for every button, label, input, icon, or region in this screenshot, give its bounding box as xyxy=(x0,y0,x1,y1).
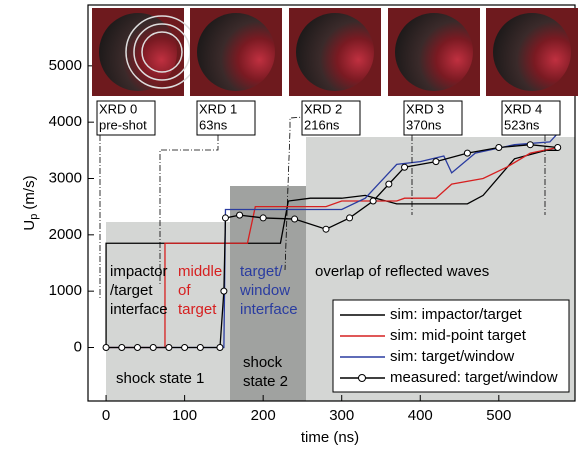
annotation: shock xyxy=(243,354,283,371)
x-tick-label: 100 xyxy=(172,407,197,424)
y-tick-label: 4000 xyxy=(49,113,82,130)
xrd-pattern xyxy=(493,13,571,91)
xrd-label-box xyxy=(403,100,463,136)
annotation: state 2 xyxy=(243,373,288,390)
xrd-time: 523ns xyxy=(504,117,540,132)
data-point xyxy=(259,214,267,222)
data-point xyxy=(369,197,377,205)
xrd-label: XRD 3 xyxy=(406,101,444,116)
y-label-main: U xyxy=(21,220,38,231)
x-tick-label: 300 xyxy=(329,407,354,424)
y-axis-title: Up (m/s) xyxy=(21,175,40,230)
data-point xyxy=(495,144,503,152)
y-tick-label: 0 xyxy=(74,338,82,355)
series-line xyxy=(106,146,558,349)
data-point xyxy=(322,225,330,233)
x-tick-label: 500 xyxy=(486,407,511,424)
y-tick-label: 5000 xyxy=(49,57,82,74)
data-point xyxy=(401,163,409,171)
x-tick-label: 0 xyxy=(102,407,110,424)
data-point xyxy=(291,215,299,223)
legend-label: sim: impactor/target xyxy=(390,306,523,323)
legend-label: sim: mid-point target xyxy=(390,327,527,344)
xrd-label: XRD 2 xyxy=(304,101,342,116)
data-point xyxy=(236,211,244,219)
legend-label: sim: target/window xyxy=(390,348,514,365)
data-point xyxy=(196,343,204,351)
data-point xyxy=(346,214,354,222)
annotation: middle xyxy=(178,263,222,280)
x-tick-label: 400 xyxy=(408,407,433,424)
annotation: shock state 1 xyxy=(116,370,204,387)
xrd-label-box xyxy=(96,100,156,136)
data-point xyxy=(432,158,440,166)
xrd-label-box xyxy=(501,100,561,136)
xrd-time: 216ns xyxy=(304,117,340,132)
y-tick-label: 1000 xyxy=(49,282,82,299)
legend-label: measured: target/window xyxy=(390,369,558,386)
y-label-unit: (m/s) xyxy=(21,175,38,209)
xrd-ring xyxy=(141,31,183,73)
y-tick-label: 3000 xyxy=(49,169,82,186)
y-label-sub: p xyxy=(28,214,40,220)
xrd-label-box xyxy=(301,100,361,136)
xrd-time: 63ns xyxy=(199,117,228,132)
xrd-pattern xyxy=(296,13,374,91)
data-point xyxy=(463,149,471,157)
data-point xyxy=(216,343,224,351)
annotation: target xyxy=(178,301,217,318)
data-point xyxy=(118,343,126,351)
data-point xyxy=(165,343,173,351)
data-point xyxy=(133,343,141,351)
series-line xyxy=(105,149,558,348)
data-point xyxy=(102,343,110,351)
data-point xyxy=(181,343,189,351)
legend-marker xyxy=(358,374,366,382)
annotation: /target xyxy=(110,282,153,299)
annotation: interface xyxy=(110,301,168,318)
xrd-label-box xyxy=(196,100,256,136)
xrd-label: XRD 0 xyxy=(99,101,137,116)
data-point xyxy=(149,343,157,351)
data-point xyxy=(220,287,228,295)
annotation: window xyxy=(239,282,290,299)
data-point xyxy=(554,144,562,152)
annotation: impactor xyxy=(110,263,168,280)
y-tick-label: 2000 xyxy=(49,226,82,243)
xrd-pattern xyxy=(197,13,275,91)
plot-frame xyxy=(87,4,576,402)
x-axis-title: time (ns) xyxy=(301,429,359,446)
annotation: overlap of reflected waves xyxy=(315,263,489,280)
xrd-time: 370ns xyxy=(406,117,442,132)
xrd-label: XRD 1 xyxy=(199,101,237,116)
annotation: target/ xyxy=(240,263,283,280)
annotation: interface xyxy=(240,301,298,318)
connectors xyxy=(99,114,546,300)
x-tick-label: 200 xyxy=(251,407,276,424)
region-state1 xyxy=(106,222,230,401)
xrd-time: pre-shot xyxy=(99,117,147,132)
annotation: of xyxy=(178,282,191,299)
data-point xyxy=(221,214,229,222)
data-point xyxy=(385,180,393,188)
data-point xyxy=(526,141,534,149)
series-line xyxy=(106,132,559,349)
xrd-label: XRD 4 xyxy=(504,101,542,116)
xrd-pattern xyxy=(395,13,473,91)
